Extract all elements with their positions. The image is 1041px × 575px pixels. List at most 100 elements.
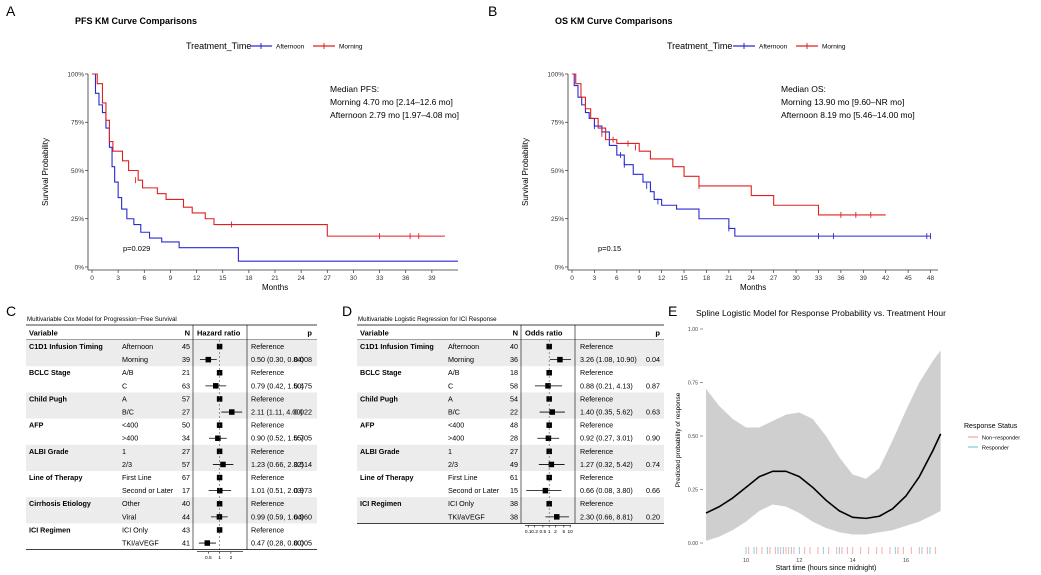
km-y-tick-label: 50% [71, 168, 84, 175]
km-series-afternoon [92, 73, 458, 262]
forest-x-tick-label: 0.1 [525, 529, 532, 535]
forest-n: 61 [510, 473, 518, 482]
forest-level: First Line [122, 473, 152, 482]
forest-pvalue: 0.705 [294, 434, 312, 443]
km-y-tick-label: 0% [75, 264, 85, 271]
spline-x-tick-label: 12 [796, 558, 802, 564]
forest-row-shade [26, 405, 317, 419]
forest-row-shade [26, 340, 317, 354]
spline-legend-responder: Responder [982, 446, 1009, 452]
km-x-tick-label: 3 [116, 275, 120, 282]
km-series-afternoon [572, 73, 931, 237]
km-x-tick-label: 30 [792, 275, 800, 282]
forest-pvalue: 0.022 [294, 408, 312, 417]
km-a-legend-afternoon: Afternoon [276, 44, 305, 51]
forest-level: <400 [448, 421, 464, 430]
forest-row-shade [26, 457, 317, 471]
forest-level: TKI/aVEGF [448, 512, 485, 521]
forest-n: 41 [182, 539, 190, 548]
forest-row-shade [357, 340, 664, 354]
forest-estimate-text: Reference [580, 394, 613, 403]
forest-n: 63 [182, 381, 190, 390]
forest-point-estimate [216, 396, 223, 402]
forest-n: 57 [182, 460, 190, 469]
km-y-tick-label: 25% [551, 216, 564, 223]
forest-row-shade [357, 444, 664, 458]
forest-point-estimate [213, 383, 219, 389]
forest-x-tick-label: 1 [548, 529, 551, 535]
forest-level: 2/3 [448, 460, 458, 469]
km-x-tick-label: 15 [219, 275, 227, 282]
forest-point-estimate [554, 514, 560, 520]
forest-level: Viral [122, 512, 137, 521]
forest-n: 21 [182, 368, 190, 377]
spline-y-tick-label: 0.50 [688, 434, 698, 440]
forest-point-estimate [215, 435, 221, 441]
km-b-median-morning: Morning 13.90 mo [9.60–NR mo] [781, 97, 904, 107]
km-b-legend-title: Treatment_Time [667, 41, 732, 51]
spline-confidence-band [706, 350, 941, 541]
spline-y-tick-label: 0.00 [688, 541, 698, 547]
spline-xlabel: Start time (hours since midnight) [776, 565, 877, 572]
forest-pvalue: 0.008 [294, 355, 312, 364]
km-x-tick-label: 9 [169, 275, 173, 282]
km-x-tick-label: 12 [658, 275, 666, 282]
forest-row-shade [26, 497, 317, 511]
km-y-tick-label: 100% [67, 71, 84, 78]
forest-level: A [448, 394, 453, 403]
forest-point-estimate [205, 356, 212, 363]
forest-n: 40 [510, 342, 518, 351]
forest-header-variable: Variable [29, 329, 58, 338]
km-y-tick-label: 100% [547, 71, 564, 78]
forest-n: 28 [510, 434, 518, 443]
forest-row-shade [26, 444, 317, 458]
km-a-median-title: Median PFS: [330, 84, 379, 94]
forest-row-shade [357, 353, 664, 367]
forest-estimate-text: Reference [580, 447, 613, 456]
forest-level: C [122, 381, 127, 390]
forest-point-estimate [546, 396, 552, 402]
forest-estimate-text: Reference [251, 473, 284, 482]
forest-point-estimate [545, 383, 551, 389]
km-b-pvalue: p=0.15 [598, 244, 621, 253]
forest-x-tick-label: 0.5 [540, 529, 547, 535]
forest-point-estimate [546, 448, 552, 455]
forest-point-estimate [216, 501, 223, 507]
forest-estimate-text: 0.66 (0.08, 3.80) [580, 486, 633, 495]
spline-title: Spline Logistic Model for Response Proba… [696, 308, 946, 318]
km-x-tick-label: 9 [637, 275, 641, 282]
km-x-tick-label: 39 [428, 275, 436, 282]
forest-level: A [122, 394, 127, 403]
forest-variable-name: Line of Therapy [360, 473, 414, 482]
forest-variable-name: AFP [29, 421, 44, 430]
forest-n: 49 [510, 460, 518, 469]
km-y-tick-label: 25% [71, 216, 84, 223]
forest-estimate-text: 2.11 (1.11, 4.00) [251, 408, 303, 417]
forest-n: 22 [510, 408, 518, 417]
forest-row-shade [357, 497, 664, 511]
forest-pvalue: 0.514 [294, 460, 312, 469]
forest-pvalue: 0.90 [646, 434, 660, 443]
km-x-tick-label: 24 [748, 275, 756, 282]
km-x-tick-label: 27 [770, 275, 778, 282]
forest-header-ratio: Odds ratio [525, 329, 563, 338]
forest-n: 15 [510, 486, 518, 495]
forest-row-shade [357, 392, 664, 406]
km-b-title: OS KM Curve Comparisons [555, 16, 673, 26]
km-x-tick-label: 0 [90, 275, 94, 282]
panel-label-e: E [668, 303, 677, 319]
forest-n: 58 [510, 381, 518, 390]
forest-x-tick-label: 1 [218, 555, 221, 561]
forest-x-tick-label: 0.5 [205, 555, 212, 561]
forest-header-variable: Variable [360, 329, 389, 338]
forest-point-estimate [548, 461, 555, 468]
forest-pvalue: 0.960 [294, 512, 312, 521]
forest-estimate-text: Reference [251, 394, 284, 403]
forest-level: >400 [448, 434, 464, 443]
forest-row-shade [26, 392, 317, 406]
forest-level: >400 [122, 434, 138, 443]
forest-pvalue: 0.87 [646, 381, 660, 390]
forest-n: 17 [182, 486, 190, 495]
forest-estimate-text: 0.50 (0.30, 0.84) [251, 355, 304, 364]
forest-n: 57 [182, 394, 190, 403]
